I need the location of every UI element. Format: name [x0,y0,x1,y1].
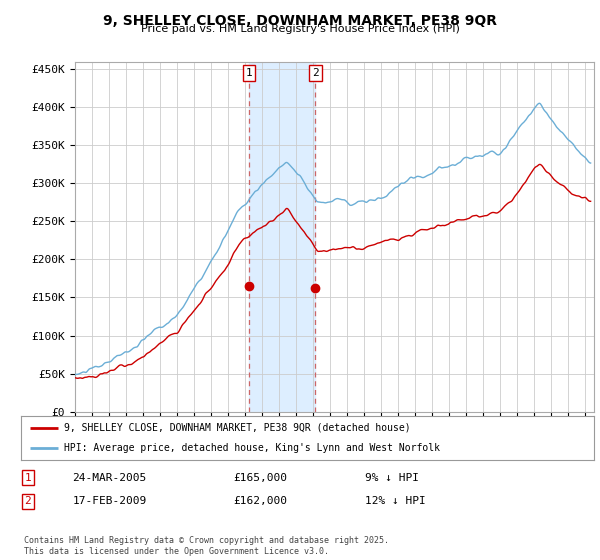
Text: HPI: Average price, detached house, King's Lynn and West Norfolk: HPI: Average price, detached house, King… [64,443,440,453]
Text: Contains HM Land Registry data © Crown copyright and database right 2025.
This d: Contains HM Land Registry data © Crown c… [24,536,389,556]
Text: 1: 1 [25,473,31,483]
Text: 9, SHELLEY CLOSE, DOWNHAM MARKET, PE38 9QR (detached house): 9, SHELLEY CLOSE, DOWNHAM MARKET, PE38 9… [64,423,410,433]
Text: £165,000: £165,000 [233,473,287,483]
Text: 9, SHELLEY CLOSE, DOWNHAM MARKET, PE38 9QR: 9, SHELLEY CLOSE, DOWNHAM MARKET, PE38 9… [103,14,497,28]
Text: 24-MAR-2005: 24-MAR-2005 [73,473,147,483]
Text: 1: 1 [246,68,253,78]
Text: 17-FEB-2009: 17-FEB-2009 [73,497,147,506]
Text: 2: 2 [312,68,319,78]
Text: 12% ↓ HPI: 12% ↓ HPI [365,497,425,506]
Text: 2: 2 [25,497,31,506]
Bar [249,62,316,412]
Text: 9% ↓ HPI: 9% ↓ HPI [365,473,419,483]
Text: £162,000: £162,000 [233,497,287,506]
Text: Price paid vs. HM Land Registry's House Price Index (HPI): Price paid vs. HM Land Registry's House … [140,24,460,34]
